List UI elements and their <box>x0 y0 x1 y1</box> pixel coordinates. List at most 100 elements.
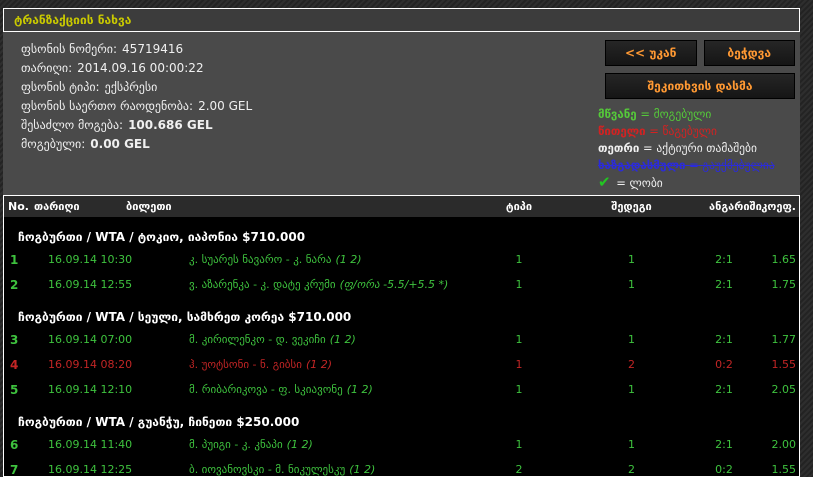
bet-note: (1 2) <box>305 358 333 371</box>
title-bar: ტრანზაქციის ნახვა <box>3 8 800 32</box>
bet-type: 1 <box>515 333 523 346</box>
info-label: მოგებული: <box>21 137 86 151</box>
header-coef: კოეფ. <box>761 200 796 213</box>
ask-question-button[interactable]: შეკითხვის დასმა <box>605 73 795 99</box>
match-score: 2:1 <box>715 383 733 396</box>
row-number: 3 <box>10 332 19 347</box>
legend-term: ხაზგადასმული <box>598 158 686 172</box>
info-value: 45719416 <box>122 42 184 56</box>
match-date: 16.09.14 07:00 <box>48 333 133 346</box>
table-row: 3 16.09.14 07:00 მ. კირილენკო - დ. ვეკიჩ… <box>4 327 799 352</box>
header-result: შედეგი <box>611 200 652 213</box>
bet-note: (1 2) <box>346 383 373 396</box>
legend-equals: = <box>649 124 659 138</box>
legend-description: აქტიური თამაშები <box>656 141 757 155</box>
table-row: 7 16.09.14 12:25 ბ. იოვანოვსკი - მ. ნიკუ… <box>4 457 799 477</box>
row-number: 6 <box>10 437 19 452</box>
info-line: მოგებული: 0.00 GEL <box>21 135 800 154</box>
match-name: ვ. აზარენკა - კ. დატე კრუმი (ფ/ორა -5.5/+… <box>185 278 484 291</box>
bet-type: 2 <box>515 463 523 476</box>
match-score: 2:1 <box>715 278 733 291</box>
tournament-title: ჩოგბურთი / WTA / სეული, სამხრეთ კორეა $7… <box>18 310 352 324</box>
coefficient: 2.05 <box>771 383 797 396</box>
table-row: 4 16.09.14 08:20 ჰ. უოტსონი - ნ. გიბსი (1… <box>4 352 799 377</box>
header-ticket: ბილეთი <box>126 200 172 213</box>
info-line: ფსონის ნომერი: 45719416 <box>21 40 800 59</box>
bet-table: No. თარიღი ბილეთი ტიპი შედეგი ანგარიში კ… <box>3 195 800 477</box>
match-teams: ვ. აზარენკა - კ. დატე კრუმი <box>189 278 336 291</box>
bet-result: 1 <box>628 253 635 266</box>
table-row: 5 16.09.14 12:10 მ. რიბარიკოვა - ფ. სკია… <box>4 377 799 402</box>
legend-line: თეთრი = აქტიური თამაშები <box>598 140 798 157</box>
legend-term: მწვანე <box>598 107 637 121</box>
info-line: ფსონის საერთო რაოდენობა: 2.00 GEL <box>21 97 800 116</box>
bet-result: 1 <box>628 278 635 291</box>
match-date: 16.09.14 12:10 <box>48 383 133 396</box>
match-name: მ. რიბარიკოვა - ფ. სკიავონე (1 2) <box>185 383 484 396</box>
legend-description: გაუქმებულია <box>702 158 775 172</box>
bet-note: (1 2) <box>335 253 362 266</box>
row-number: 7 <box>10 462 19 477</box>
table-body: ჩოგბურთი / WTA / ტოკიო, იაპონია $710.000… <box>4 227 799 477</box>
coefficient: 1.75 <box>771 278 797 291</box>
match-date: 16.09.14 10:30 <box>48 253 133 266</box>
match-date: 16.09.14 11:40 <box>48 438 133 451</box>
info-panel: ფსონის ნომერი: 45719416 თარიღი: 2014.09.16… <box>3 32 800 195</box>
legend-description: მოგებული <box>653 107 712 121</box>
print-button[interactable]: ბეჭდვა <box>703 40 795 66</box>
match-score: 0:2 <box>715 358 733 371</box>
bet-note: (1 2) <box>286 438 313 451</box>
legend-equals: = <box>643 141 653 155</box>
bet-note: (1 2) <box>349 463 376 476</box>
tournament-group: ჩოგბურთი / WTA / სეული, სამხრეთ კორეა $7… <box>4 307 799 402</box>
table-row: 6 16.09.14 11:40 მ. პუიგი - კ. კნაპი (1 2… <box>4 432 799 457</box>
bet-type: 1 <box>515 253 523 266</box>
legend-description: ლობი <box>629 176 663 190</box>
legend-line: ✔ = ლობი <box>598 174 798 192</box>
match-name: მ. კირილენკო - დ. ვეკიჩი (1 2) <box>185 333 484 346</box>
bet-type: 1 <box>515 278 523 291</box>
match-teams: ბ. იოვანოვსკი - მ. ნიკულესკუ <box>189 463 346 476</box>
table-row: 2 16.09.14 12:55 ვ. აზარენკა - კ. დატე კ… <box>4 272 799 297</box>
tournament-rows: 6 16.09.14 11:40 მ. პუიგი - კ. კნაპი (1 2… <box>4 432 799 477</box>
tournament-rows: 1 16.09.14 10:30 კ. სუარეს ნავარო - კ. ნ… <box>4 247 799 297</box>
info-value: 0.00 GEL <box>90 137 150 151</box>
legend-equals: = <box>640 107 650 121</box>
coefficient: 1.77 <box>771 333 797 346</box>
match-date: 16.09.14 12:25 <box>48 463 133 476</box>
match-score: 0:2 <box>715 463 733 476</box>
row-number: 4 <box>10 357 19 372</box>
header-score: ანგარიში <box>709 200 762 213</box>
info-value: 100.686 GEL <box>128 118 213 132</box>
tournament-rows: 3 16.09.14 07:00 მ. კირილენკო - დ. ვეკიჩ… <box>4 327 799 402</box>
bet-result: 2 <box>628 358 635 371</box>
legend-description: წაგებული <box>662 124 717 138</box>
info-label: ფსონის ტიპი: <box>21 80 100 94</box>
bet-type: 1 <box>515 358 523 371</box>
coefficient: 1.55 <box>771 463 797 476</box>
match-score: 2:1 <box>715 438 733 451</box>
info-value: 2014.09.16 00:00:22 <box>77 61 204 75</box>
back-button[interactable]: << უკან <box>605 40 697 66</box>
match-name: მ. პუიგი - კ. კნაპი (1 2) <box>185 438 484 451</box>
info-line: ფსონის ტიპი: ექსპრესი <box>21 78 800 97</box>
page-title: ტრანზაქციის ნახვა <box>14 13 132 27</box>
header-no: No. <box>8 200 29 213</box>
table-row: 1 16.09.14 10:30 კ. სუარეს ნავარო - კ. ნ… <box>4 247 799 272</box>
match-teams: მ. პუიგი - კ. კნაპი <box>189 438 283 451</box>
match-score: 2:1 <box>715 333 733 346</box>
tournament-group: ჩოგბურთი / WTA / გუანჭუ, ჩინეთი $250.000… <box>4 412 799 477</box>
info-label: შესაძლო მოგება: <box>21 118 124 132</box>
match-teams: ჰ. უოტსონი - ნ. გიბსი <box>189 358 302 371</box>
match-teams: მ. რიბარიკოვა - ფ. სკიავონე <box>189 383 343 396</box>
coefficient: 1.65 <box>771 253 797 266</box>
match-score: 2:1 <box>715 253 733 266</box>
tournament-title: ჩოგბურთი / WTA / ტოკიო, იაპონია $710.000 <box>18 230 306 244</box>
info-line: თარიღი: 2014.09.16 00:00:22 <box>21 59 800 78</box>
info-label: ფსონის ნომერი: <box>21 42 118 56</box>
match-teams: კ. სუარეს ნავარო - კ. ნარა <box>189 253 332 266</box>
info-value: 2.00 GEL <box>198 99 253 113</box>
match-name: კ. სუარეს ნავარო - კ. ნარა (1 2) <box>185 253 484 266</box>
info-line: შესაძლო მოგება: 100.686 GEL <box>21 116 800 135</box>
match-name: ბ. იოვანოვსკი - მ. ნიკულესკუ (1 2) <box>185 463 484 476</box>
